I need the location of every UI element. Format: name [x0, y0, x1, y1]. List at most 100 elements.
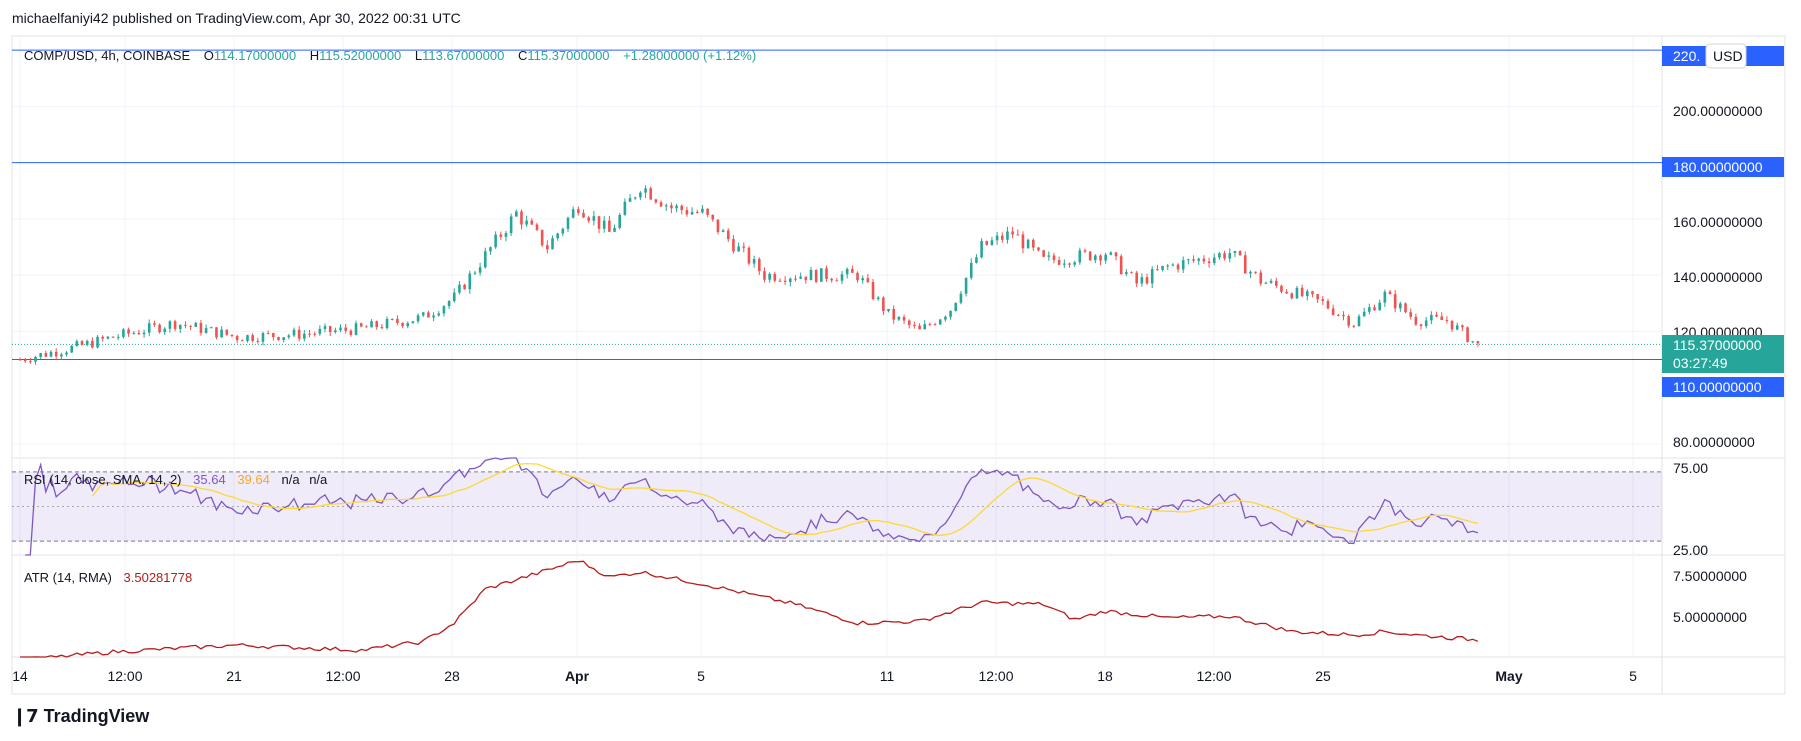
candle-body [1042, 250, 1045, 257]
price-tick: 160.00000000 [1673, 214, 1763, 230]
candle-body [483, 251, 487, 268]
candle-body [499, 234, 503, 237]
last-price-label: 115.37000000 [1673, 337, 1762, 353]
candle-body [757, 259, 761, 272]
candle-body [969, 262, 973, 278]
candle-body [359, 323, 363, 327]
candle-body [277, 337, 280, 341]
candle-body [944, 316, 947, 320]
candle-body [91, 340, 94, 348]
legend-close-label: C [518, 48, 527, 63]
candle-body [272, 333, 275, 338]
candle-body [933, 324, 937, 326]
candle-body [478, 267, 482, 273]
candle-body [297, 329, 301, 339]
bar-countdown: 03:27:49 [1673, 355, 1728, 371]
candle-body [463, 284, 466, 290]
candle-body [685, 210, 689, 215]
candle-body [980, 240, 983, 258]
candle-body [116, 336, 120, 338]
candle-body [1135, 272, 1138, 284]
candle-body [1326, 300, 1330, 309]
currency-label: USD [1713, 48, 1743, 64]
rsi-tick-lower: 25.00 [1673, 542, 1708, 558]
candle-body [1295, 287, 1299, 299]
candle-body [794, 278, 797, 280]
candle-body [380, 327, 384, 329]
candle-body [292, 329, 296, 336]
candle-body [737, 246, 740, 252]
candle-body [1466, 327, 1469, 343]
candle-body [344, 327, 348, 331]
candle-body [1316, 294, 1319, 300]
candle-body [1290, 293, 1294, 299]
legend-open-value: 114.17000000 [214, 48, 296, 63]
candle-body [840, 274, 844, 281]
candle-body [29, 361, 32, 363]
currency-button[interactable] [1705, 43, 1747, 69]
candle-body [261, 333, 265, 342]
candle-body [1114, 252, 1118, 257]
footer-brand[interactable]: ❙7 TradingView [12, 706, 149, 727]
candle-body [546, 245, 549, 250]
candle-body [1461, 325, 1464, 328]
candle-body [747, 247, 751, 264]
candle-body [489, 247, 492, 252]
candle-body [349, 330, 353, 335]
candle-body [763, 271, 766, 280]
candle-body [1181, 260, 1185, 270]
candle-body [303, 333, 306, 339]
candle-body [1455, 325, 1459, 330]
candle-body [695, 211, 699, 213]
candle-body [199, 322, 203, 333]
candle-body [137, 332, 141, 335]
candle-body [318, 328, 322, 334]
candle-body [132, 332, 136, 334]
candle-body [887, 308, 890, 312]
candle-body [928, 324, 932, 326]
legend-open-label: O [204, 48, 214, 63]
candle-body [1280, 285, 1283, 292]
candle-body [861, 278, 864, 281]
candle-body [949, 310, 952, 317]
candle-body [820, 268, 823, 282]
atr-label: ATR (14, RMA) [24, 570, 112, 585]
level-180-label: 180.00000000 [1673, 159, 1763, 175]
level-110-tag [1662, 377, 1784, 397]
level-110-label: 110.00000000 [1673, 379, 1762, 395]
time-label: 12:00 [1196, 668, 1231, 684]
candle-body [220, 329, 223, 338]
candle-body [664, 205, 668, 207]
candle-body [1063, 263, 1066, 265]
candle-body [1094, 255, 1097, 261]
candle-body [897, 316, 901, 320]
candle-body [577, 209, 580, 213]
candle-body [1450, 320, 1454, 330]
candle-body [851, 268, 854, 273]
candle-body [804, 276, 808, 281]
price-tick: 140.00000000 [1673, 269, 1763, 285]
candle-body [706, 208, 709, 215]
candle-body [571, 209, 575, 218]
candle-body [1321, 299, 1325, 301]
legend-symbol: COMP/USD, 4h, COINBASE [24, 48, 190, 63]
candle-body [230, 334, 234, 336]
candle-body [592, 216, 596, 221]
candle-body [101, 336, 105, 339]
candle-body [256, 340, 260, 342]
candle-body [1192, 259, 1195, 261]
candle-body [39, 353, 42, 357]
candle-body [1331, 308, 1335, 315]
candle-body [85, 340, 89, 345]
candle-body [44, 353, 48, 357]
candle-body [365, 326, 368, 328]
candle-body [1202, 258, 1206, 262]
candle-body [308, 333, 311, 335]
candle-body [1311, 291, 1314, 295]
candle-body [1440, 316, 1444, 321]
candle-body [494, 234, 497, 248]
candle-body [385, 318, 389, 329]
candle-body [1130, 272, 1133, 274]
candle-body [1057, 260, 1061, 265]
